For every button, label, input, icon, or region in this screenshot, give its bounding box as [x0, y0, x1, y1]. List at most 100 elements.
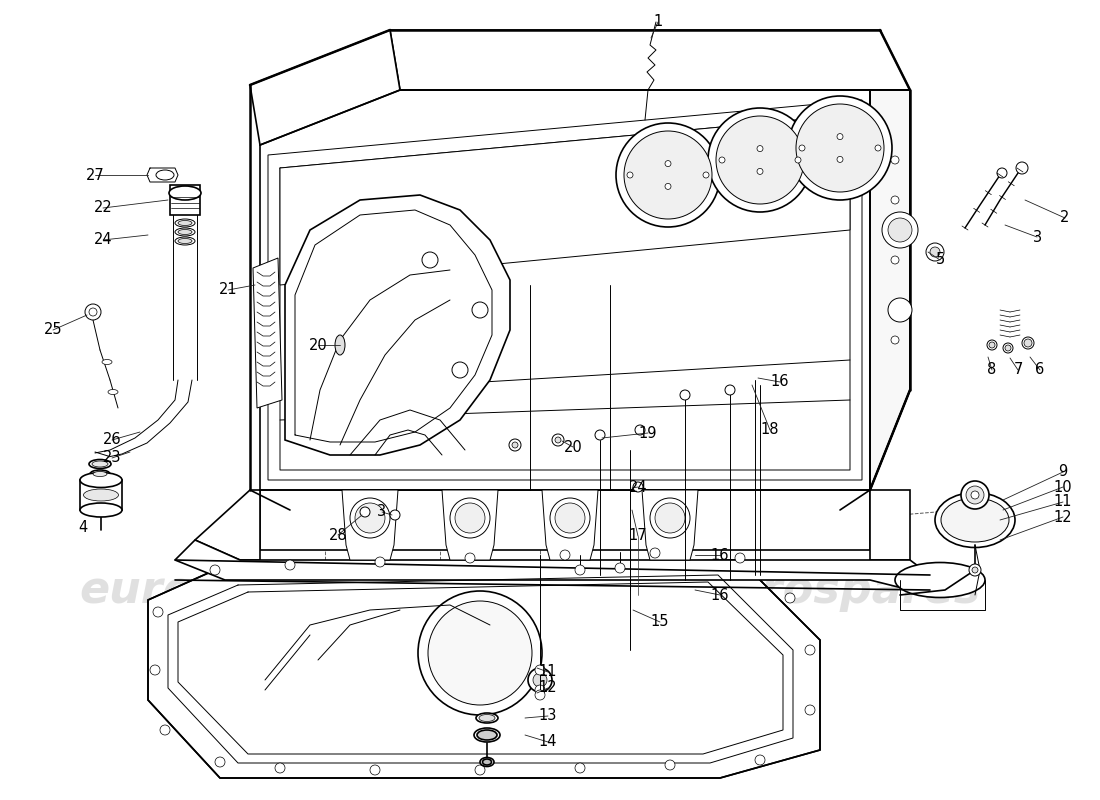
- Circle shape: [375, 557, 385, 567]
- Circle shape: [708, 108, 812, 212]
- Circle shape: [805, 645, 815, 655]
- Ellipse shape: [477, 730, 497, 740]
- Text: 16: 16: [771, 374, 790, 390]
- Circle shape: [654, 503, 685, 533]
- Text: 9: 9: [1058, 465, 1068, 479]
- Circle shape: [666, 183, 671, 190]
- Polygon shape: [250, 30, 400, 145]
- Circle shape: [888, 298, 912, 322]
- Circle shape: [891, 196, 899, 204]
- Circle shape: [428, 601, 532, 705]
- Circle shape: [788, 96, 892, 200]
- Text: 13: 13: [539, 709, 558, 723]
- Circle shape: [997, 168, 1006, 178]
- Ellipse shape: [94, 471, 107, 477]
- Polygon shape: [342, 490, 398, 560]
- Text: 12: 12: [539, 681, 558, 695]
- Circle shape: [350, 498, 390, 538]
- Circle shape: [891, 256, 899, 264]
- Ellipse shape: [92, 461, 108, 467]
- Text: 16: 16: [711, 587, 729, 602]
- Text: 26: 26: [102, 433, 121, 447]
- Polygon shape: [870, 90, 910, 490]
- Circle shape: [556, 503, 585, 533]
- Circle shape: [450, 498, 490, 538]
- Circle shape: [725, 385, 735, 395]
- Circle shape: [716, 116, 804, 204]
- Polygon shape: [175, 540, 929, 590]
- Text: 21: 21: [219, 282, 238, 298]
- Circle shape: [1005, 345, 1011, 351]
- Text: 22: 22: [94, 201, 112, 215]
- Circle shape: [966, 486, 984, 504]
- Circle shape: [650, 498, 690, 538]
- Ellipse shape: [80, 503, 122, 517]
- Text: 28: 28: [329, 527, 348, 542]
- Polygon shape: [442, 490, 498, 560]
- Circle shape: [874, 145, 881, 151]
- Polygon shape: [80, 480, 122, 510]
- Text: 4: 4: [78, 521, 88, 535]
- Text: 15: 15: [651, 614, 669, 630]
- Ellipse shape: [90, 470, 110, 478]
- Ellipse shape: [89, 459, 111, 469]
- Circle shape: [1024, 339, 1032, 347]
- Ellipse shape: [935, 493, 1015, 547]
- Polygon shape: [195, 490, 260, 560]
- Text: 5: 5: [935, 253, 945, 267]
- Text: 18: 18: [761, 422, 779, 438]
- Circle shape: [275, 763, 285, 773]
- Ellipse shape: [483, 759, 492, 765]
- Text: 3: 3: [377, 505, 386, 519]
- Circle shape: [616, 123, 721, 227]
- Circle shape: [989, 342, 996, 348]
- Text: 14: 14: [539, 734, 558, 750]
- Circle shape: [475, 765, 485, 775]
- Circle shape: [560, 550, 570, 560]
- Circle shape: [150, 665, 160, 675]
- Circle shape: [85, 304, 101, 320]
- Text: 24: 24: [94, 233, 112, 247]
- Circle shape: [550, 498, 590, 538]
- Circle shape: [650, 548, 660, 558]
- Circle shape: [796, 104, 884, 192]
- Ellipse shape: [336, 335, 345, 355]
- Circle shape: [799, 145, 805, 151]
- Text: eurospares: eurospares: [700, 569, 981, 611]
- Circle shape: [455, 503, 485, 533]
- Ellipse shape: [169, 186, 201, 200]
- Circle shape: [680, 390, 690, 400]
- Ellipse shape: [80, 473, 122, 487]
- Circle shape: [635, 425, 645, 435]
- Circle shape: [355, 503, 385, 533]
- Ellipse shape: [84, 489, 119, 501]
- Circle shape: [961, 481, 989, 509]
- Circle shape: [719, 157, 725, 163]
- Circle shape: [627, 172, 632, 178]
- Polygon shape: [870, 490, 910, 560]
- Polygon shape: [268, 100, 862, 480]
- Circle shape: [528, 668, 552, 692]
- Text: 6: 6: [1035, 362, 1045, 378]
- Circle shape: [891, 336, 899, 344]
- Circle shape: [837, 134, 843, 139]
- Ellipse shape: [940, 498, 1009, 542]
- Circle shape: [390, 510, 400, 520]
- Circle shape: [926, 243, 944, 261]
- Circle shape: [888, 218, 912, 242]
- Polygon shape: [642, 490, 698, 560]
- Circle shape: [552, 434, 564, 446]
- Text: 1: 1: [653, 14, 662, 30]
- Polygon shape: [260, 490, 870, 550]
- Ellipse shape: [175, 219, 195, 227]
- Circle shape: [632, 482, 644, 492]
- Circle shape: [556, 437, 561, 443]
- Circle shape: [509, 439, 521, 451]
- Text: 12: 12: [1054, 510, 1072, 525]
- Text: eurospares: eurospares: [429, 374, 711, 417]
- Circle shape: [465, 553, 475, 563]
- Circle shape: [214, 757, 225, 767]
- Circle shape: [285, 560, 295, 570]
- Text: 7: 7: [1013, 362, 1023, 378]
- Circle shape: [755, 755, 764, 765]
